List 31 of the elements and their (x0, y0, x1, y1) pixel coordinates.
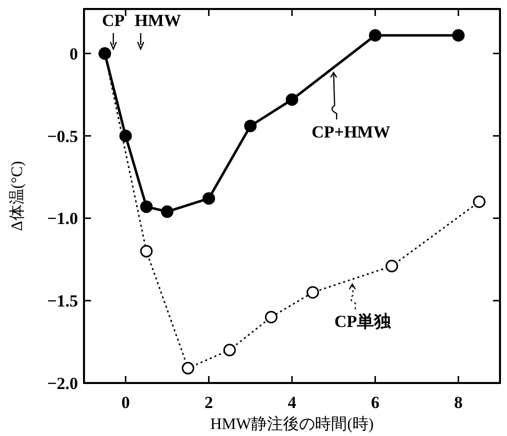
x-tick-label: 0 (121, 393, 130, 412)
y-tick-label: −1.5 (47, 292, 78, 311)
series-label: CP+HMW (312, 122, 390, 142)
y-tick-label: −1.0 (47, 209, 78, 228)
point (306, 286, 320, 299)
x-tick-label: 4 (288, 393, 297, 412)
annotation: HMW (134, 11, 181, 30)
point (286, 93, 298, 106)
point (264, 310, 278, 324)
y-axis-title: Δ体温(°C) (9, 160, 26, 232)
point (140, 244, 153, 258)
legend-label: CP単独 (334, 312, 392, 332)
y-tick-label: −0.5 (47, 126, 78, 146)
point (244, 120, 257, 132)
annotation: CP (102, 11, 125, 30)
point (140, 200, 153, 213)
point (223, 344, 236, 356)
point (202, 192, 216, 205)
point (182, 362, 194, 374)
point (386, 260, 398, 272)
point (368, 29, 382, 42)
x-tick-label: 6 (370, 393, 380, 412)
x-tick-label: 2 (204, 393, 214, 412)
x-axis-title: HMW静注後の時間(時) (210, 415, 374, 433)
y-tick-label: −2.0 (47, 374, 78, 393)
y-tick-label: 0 (70, 44, 78, 64)
x-tick-label: 8 (454, 393, 463, 412)
point (160, 205, 174, 218)
point (452, 29, 465, 42)
point (119, 130, 132, 142)
point (472, 196, 486, 208)
